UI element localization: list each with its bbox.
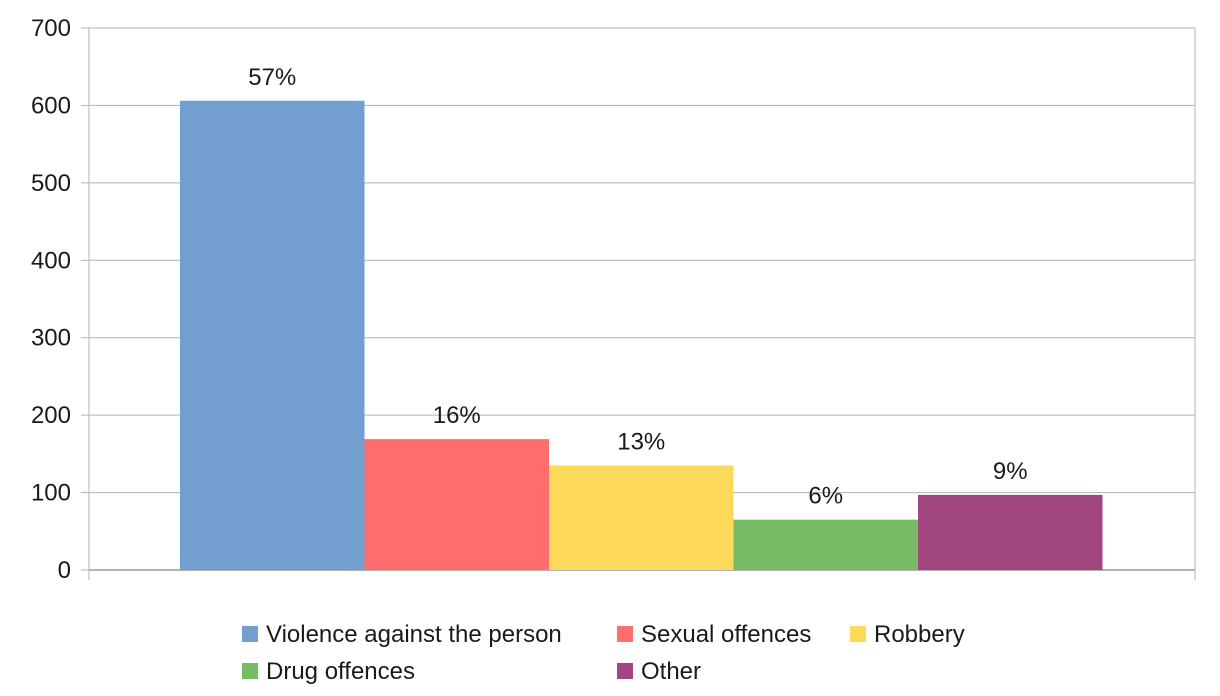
legend-swatch xyxy=(617,663,633,679)
bar-violence-against-the-person xyxy=(180,100,365,570)
bar-other xyxy=(918,494,1103,570)
legend-label: Other xyxy=(641,658,701,685)
y-tick-label: 400 xyxy=(31,247,71,274)
y-tick-label: 300 xyxy=(31,325,71,352)
bar-drug-offences xyxy=(733,519,918,570)
legend-label: Sexual offences xyxy=(641,621,811,648)
legend-label: Violence against the person xyxy=(266,621,562,648)
legend-item: Violence against the person xyxy=(242,621,562,648)
data-label: 9% xyxy=(993,458,1028,485)
bar-sexual-offences xyxy=(364,439,549,570)
legend-swatch xyxy=(617,626,633,642)
legend-item: Drug offences xyxy=(242,658,415,685)
legend: Violence against the person Sexual offenc… xyxy=(242,621,965,685)
y-tick-label: 500 xyxy=(31,170,71,197)
legend-item: Robbery xyxy=(850,621,965,648)
data-labels: 57% 16% 13% 6% 9% xyxy=(248,64,1027,510)
y-tick-label: 600 xyxy=(31,92,71,119)
y-tick-label: 700 xyxy=(31,15,71,42)
legend-swatch xyxy=(850,626,866,642)
y-tick-label: 0 xyxy=(58,557,71,584)
y-axis-tick-labels: 0 100 200 300 400 500 600 700 xyxy=(31,15,89,584)
legend-item: Sexual offences xyxy=(617,621,811,648)
legend-label: Robbery xyxy=(874,621,965,648)
legend-label: Drug offences xyxy=(266,658,415,685)
legend-item: Other xyxy=(617,658,701,685)
legend-swatch xyxy=(242,626,258,642)
data-label: 13% xyxy=(617,428,665,455)
data-label: 6% xyxy=(808,483,843,510)
bar-robbery xyxy=(549,465,734,570)
legend-swatch xyxy=(242,663,258,679)
data-label: 57% xyxy=(248,64,296,91)
bars xyxy=(180,100,1103,570)
y-tick-label: 100 xyxy=(31,480,71,507)
y-tick-label: 200 xyxy=(31,402,71,429)
data-label: 16% xyxy=(433,402,481,429)
